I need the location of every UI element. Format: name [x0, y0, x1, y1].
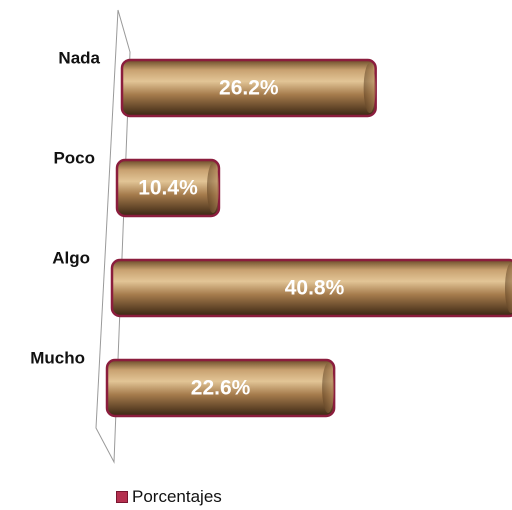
category-label: Mucho: [30, 348, 85, 367]
bar-end-cap: [322, 363, 335, 413]
category-label: Algo: [52, 248, 90, 267]
category-label: Nada: [58, 48, 100, 67]
bar: [120, 58, 377, 118]
category-label: Poco: [53, 148, 95, 167]
value-label: 26.2%: [219, 77, 279, 100]
legend-swatch: [116, 491, 128, 503]
bar-end-cap: [363, 63, 376, 113]
legend-label: Porcentajes: [132, 487, 222, 506]
value-label: 10.4%: [138, 177, 198, 200]
bar-end-cap: [206, 163, 219, 213]
bar-group: 10.4% Poco: [53, 148, 221, 218]
bar-group: 26.2% Nada: [58, 48, 377, 118]
bar: [110, 258, 512, 318]
legend: Porcentajes: [116, 487, 222, 507]
value-label: 22.6%: [191, 377, 251, 400]
bar-group: 40.8% Algo: [52, 248, 512, 318]
axis-wall: [95, 9, 131, 464]
bar-group: 22.6% Mucho: [30, 348, 336, 418]
bar-end-cap: [505, 263, 512, 313]
value-label: 40.8%: [285, 277, 345, 300]
